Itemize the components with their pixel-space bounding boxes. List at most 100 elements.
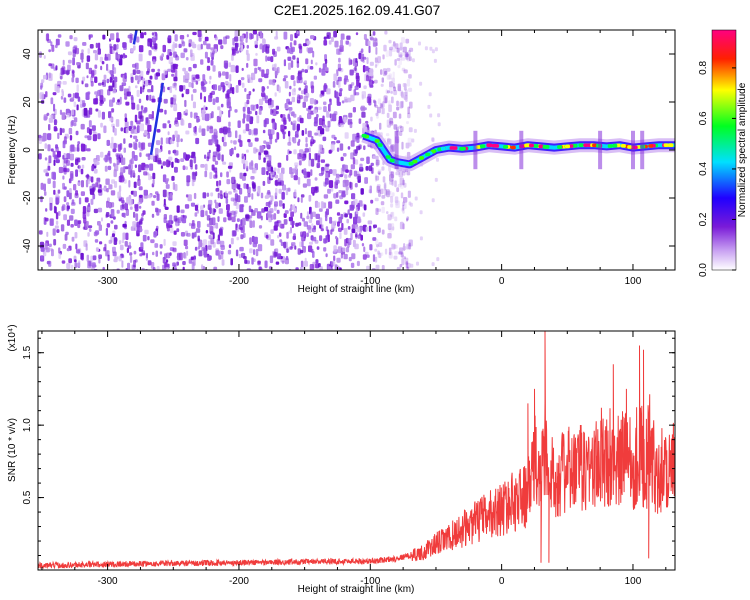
heatmap-cell (297, 141, 300, 146)
heatmap-cell (107, 165, 112, 171)
heatmap-cell (345, 169, 349, 173)
heatmap-cell (73, 122, 77, 127)
heatmap-cell (86, 205, 91, 213)
heatmap-cell (136, 104, 140, 111)
heatmap-cell (59, 75, 63, 80)
heatmap-cell (120, 127, 124, 132)
heatmap-cell (389, 117, 394, 124)
heatmap-cell (399, 54, 403, 58)
heatmap-cell (140, 228, 143, 232)
heatmap-cell (386, 189, 390, 198)
heatmap-cell (163, 217, 167, 224)
heatmap-cell (85, 92, 90, 100)
heatmap-cell (247, 139, 251, 143)
heatmap-cell (390, 196, 394, 203)
heatmap-cell (236, 227, 240, 232)
heatmap-cell (217, 106, 221, 111)
heatmap-cell (75, 190, 78, 196)
heatmap-cell (130, 128, 135, 134)
heatmap-cell (327, 188, 331, 194)
heatmap-cell (385, 133, 390, 137)
heatmap-cell (218, 71, 221, 78)
heatmap-cell (84, 197, 89, 203)
heatmap-cell (49, 197, 53, 205)
heatmap-cell (384, 182, 387, 189)
heatmap-cell (184, 112, 188, 116)
heatmap-cell (124, 241, 128, 247)
heatmap-cell (219, 190, 223, 196)
heatmap-cell (308, 105, 312, 110)
heatmap-cell (393, 124, 398, 130)
heatmap-cell (105, 212, 110, 218)
heatmap-cell (147, 142, 153, 147)
heatmap-cell (280, 124, 285, 132)
heatmap-cell (388, 100, 391, 106)
ridge-blob (533, 144, 539, 148)
heatmap-cell (152, 59, 156, 65)
heatmap-cell (185, 166, 188, 170)
heatmap-cell (429, 113, 433, 118)
heatmap-cell (366, 57, 369, 65)
heatmap-cell (70, 224, 74, 228)
heatmap-cell (179, 85, 184, 92)
colorbar-ticks: 0.00.20.40.60.8 (698, 61, 736, 277)
heatmap-cell (172, 247, 177, 253)
spectrogram-y-axis-label: Frequency (Hz) (7, 116, 18, 185)
heatmap-cell (349, 181, 352, 189)
heatmap-cell (47, 144, 51, 152)
heatmap-cell (140, 242, 144, 250)
heatmap-cell (368, 45, 371, 54)
heatmap-cell (372, 31, 376, 36)
heatmap-cell (201, 264, 204, 270)
x-tick-label: -200 (229, 576, 249, 587)
heatmap-cell (218, 180, 222, 186)
heatmap-cell (138, 53, 143, 62)
heatmap-cell (285, 187, 289, 196)
heatmap-cell (408, 239, 413, 247)
heatmap-cell (71, 199, 75, 205)
heatmap-cell (138, 205, 142, 209)
heatmap-cell (113, 162, 116, 167)
heatmap-cell (53, 159, 56, 166)
heatmap-cell (213, 266, 218, 270)
heatmap-cell (169, 227, 174, 234)
heatmap-cell (222, 71, 226, 76)
heatmap-cell (280, 114, 283, 118)
heatmap-cell (300, 249, 304, 254)
heatmap-cell (313, 139, 316, 144)
heatmap-cell (130, 76, 134, 83)
heatmap-cell (69, 135, 73, 141)
heatmap-cell (220, 45, 224, 50)
heatmap-cell (110, 220, 114, 224)
heatmap-cell (206, 223, 211, 228)
heatmap-cell (283, 31, 288, 40)
heatmap-cell (388, 48, 393, 57)
heatmap-cell (138, 98, 142, 104)
heatmap-cell (173, 103, 178, 112)
x-tick-label: -200 (229, 276, 249, 287)
heatmap-cell (122, 223, 127, 228)
heatmap-cell (305, 137, 308, 143)
heatmap-cell (195, 171, 198, 177)
heatmap-cell (395, 171, 400, 176)
heatmap-cell (305, 143, 308, 148)
heatmap-cell (123, 147, 126, 153)
heatmap-cell (283, 213, 287, 218)
heatmap-cell (95, 42, 98, 49)
heatmap-cell (186, 175, 191, 183)
heatmap-cell (81, 157, 86, 161)
heatmap-cell (266, 160, 272, 167)
heatmap-cell (104, 154, 108, 163)
heatmap-cell (313, 75, 317, 80)
heatmap-cell (48, 63, 52, 67)
heatmap-cell (201, 109, 205, 118)
heatmap-cell (262, 180, 266, 186)
ridge-blob (408, 161, 414, 166)
heatmap-cell (296, 30, 299, 35)
heatmap-cell (203, 248, 206, 256)
heatmap-cell (38, 153, 42, 160)
heatmap-cell (290, 121, 293, 125)
heatmap-cell (184, 99, 187, 108)
heatmap-cell (168, 56, 173, 65)
heatmap-cell (274, 138, 278, 143)
